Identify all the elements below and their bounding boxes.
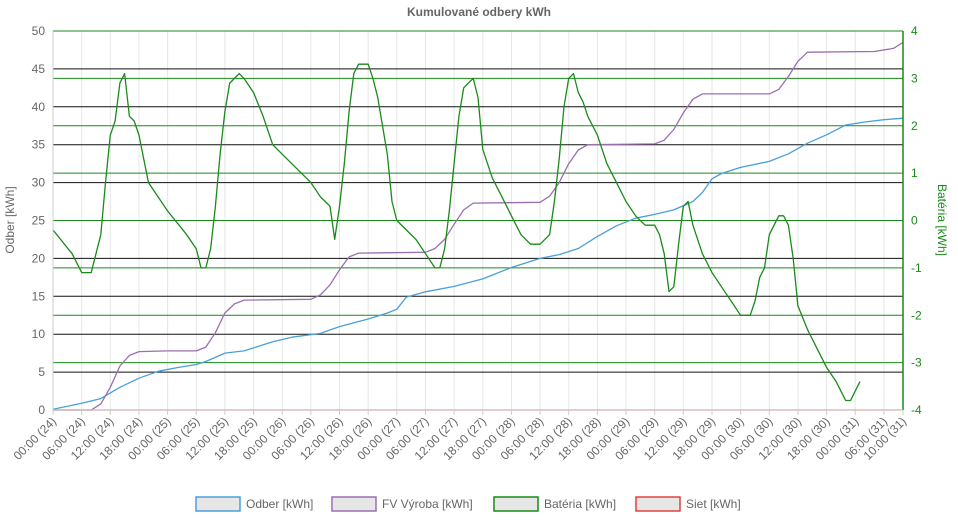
series-line-odber-kwh <box>52 117 904 410</box>
y2-tick-label: -4 <box>911 403 922 417</box>
y-tick-label: 5 <box>38 365 45 379</box>
chart-title: Kumulované odbery kWh <box>407 5 551 19</box>
y-tick-label: 15 <box>32 289 46 303</box>
y-tick-label: 30 <box>32 176 46 190</box>
y2-tick-label: 0 <box>911 214 918 228</box>
y2-tick-label: -3 <box>911 356 922 370</box>
legend-swatch-bat-ria-kwh <box>493 496 539 512</box>
y2-tick-label: 2 <box>911 119 918 133</box>
y2-axis-label: Batéria [kWh] <box>935 184 949 256</box>
y-tick-label: 50 <box>32 24 46 38</box>
y-tick-label: 25 <box>32 214 46 228</box>
legend-label-odber-kwh: Odber [kWh] <box>246 497 313 511</box>
legend-swatch-siet-kwh <box>635 496 681 512</box>
y-tick-label: 35 <box>32 138 46 152</box>
y2-tick-label: 3 <box>911 71 918 85</box>
series-line-fv-v-roba-kwh <box>53 41 904 411</box>
grid <box>52 30 903 411</box>
y2-tick-label: -2 <box>911 308 922 322</box>
y-tick-label: 45 <box>32 62 46 76</box>
y2-tick-label: -1 <box>911 261 922 275</box>
y-tick-label: 40 <box>32 100 46 114</box>
y-axis-label: Odber [kWh] <box>3 186 17 253</box>
legend: Odber [kWh] FV Výroba [kWh] Batéria [kWh] S… <box>195 496 741 512</box>
y2-tick-label: 1 <box>911 166 918 180</box>
y-tick-label: 0 <box>38 403 45 417</box>
legend-label-fv-v-roba-kwh: FV Výroba [kWh] <box>382 497 473 511</box>
y-tick-label: 10 <box>32 327 46 341</box>
legend-label-siet-kwh: Siet [kWh] <box>686 497 741 511</box>
legend-label-bat-ria-kwh: Batéria [kWh] <box>544 497 616 511</box>
y2-tick-label: 4 <box>911 24 918 38</box>
legend-swatch-fv-v-roba-kwh <box>331 496 377 512</box>
series-line-bat-ria-kwh <box>52 63 861 402</box>
y-tick-label: 20 <box>32 251 46 265</box>
legend-swatch-odber-kwh <box>195 496 241 512</box>
